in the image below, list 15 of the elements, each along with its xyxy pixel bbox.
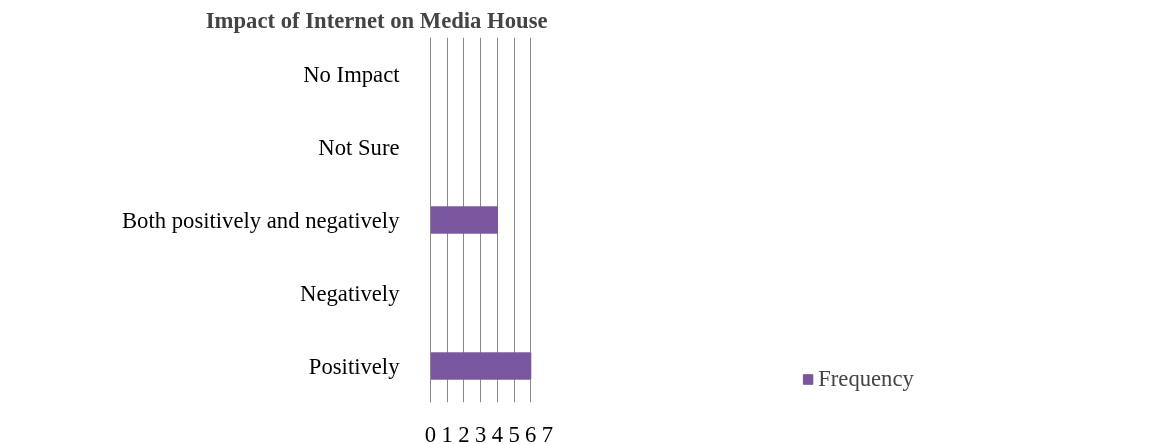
x-tick-label: 3 [474, 421, 487, 444]
x-tick-label: 0 [424, 421, 437, 444]
x-tick-label: 7 [541, 421, 554, 444]
y-tick-label: Not Sure [318, 134, 400, 160]
legend-label: Frequency [818, 366, 914, 392]
x-tick-label: 5 [508, 421, 520, 444]
x-tick-label: 2 [458, 421, 470, 444]
y-tick-label: No Impact [303, 61, 401, 87]
y-tick-label: Negatively [300, 280, 401, 306]
x-tick-label: 4 [491, 421, 504, 444]
y-tick-label: Positively [308, 353, 401, 379]
x-tick-label: 6 [525, 421, 537, 444]
y-tick-label: Both positively and negatively [122, 207, 401, 233]
chart-title: Impact of Internet on Media House [205, 7, 548, 33]
x-tick-label: 1 [441, 421, 453, 444]
